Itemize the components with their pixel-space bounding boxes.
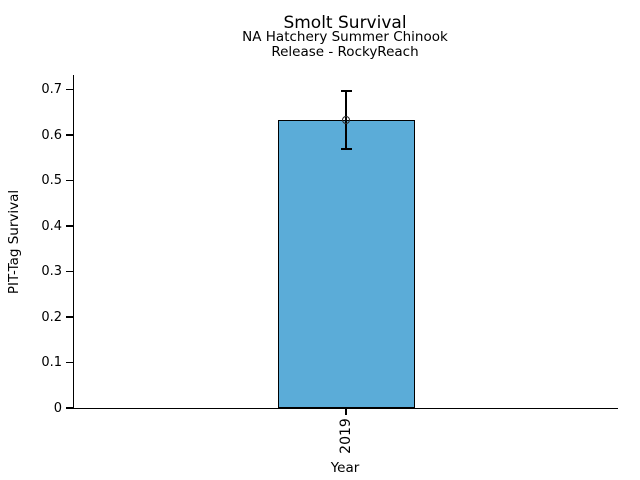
error-bar-cap-bottom xyxy=(340,148,352,150)
chart-subtitle-line2: Release - RockyReach xyxy=(271,44,419,60)
y-tick-label: 0.3 xyxy=(41,264,62,280)
y-tick-label: 0.5 xyxy=(41,173,62,189)
y-tick-mark xyxy=(66,179,73,182)
chart-subtitle-line1: NA Hatchery Summer Chinook xyxy=(242,29,448,45)
y-tick-mark xyxy=(66,225,73,227)
error-bar-cap-top xyxy=(340,90,352,92)
y-tick-mark xyxy=(66,134,73,136)
x-tick-mark xyxy=(345,409,347,416)
y-tick-mark xyxy=(66,361,73,364)
x-tick-label-2019: 2019 xyxy=(338,418,354,454)
bar-2019 xyxy=(277,120,415,408)
y-tick-label: 0.6 xyxy=(41,127,62,143)
y-tick-label: 0 xyxy=(53,400,62,416)
y-tick-label: 0.2 xyxy=(41,309,62,325)
x-axis-label: Year xyxy=(330,460,360,476)
plot-area: 0 0.1 0.2 0.3 0.4 0.5 0.6 0.7 xyxy=(41,75,618,416)
y-axis-label: PIT-Tag Survival xyxy=(6,189,22,295)
data-point-marker xyxy=(341,115,350,124)
y-tick-mark xyxy=(66,316,73,318)
y-tick-label: 0.4 xyxy=(41,218,62,234)
y-tick-mark xyxy=(66,88,73,91)
chart-title: Smolt Survival xyxy=(283,13,407,33)
y-tick-label: 0.7 xyxy=(41,82,62,98)
y-tick-label: 0.1 xyxy=(41,355,62,370)
y-tick-mark xyxy=(66,407,73,409)
y-tick-mark xyxy=(66,270,73,273)
